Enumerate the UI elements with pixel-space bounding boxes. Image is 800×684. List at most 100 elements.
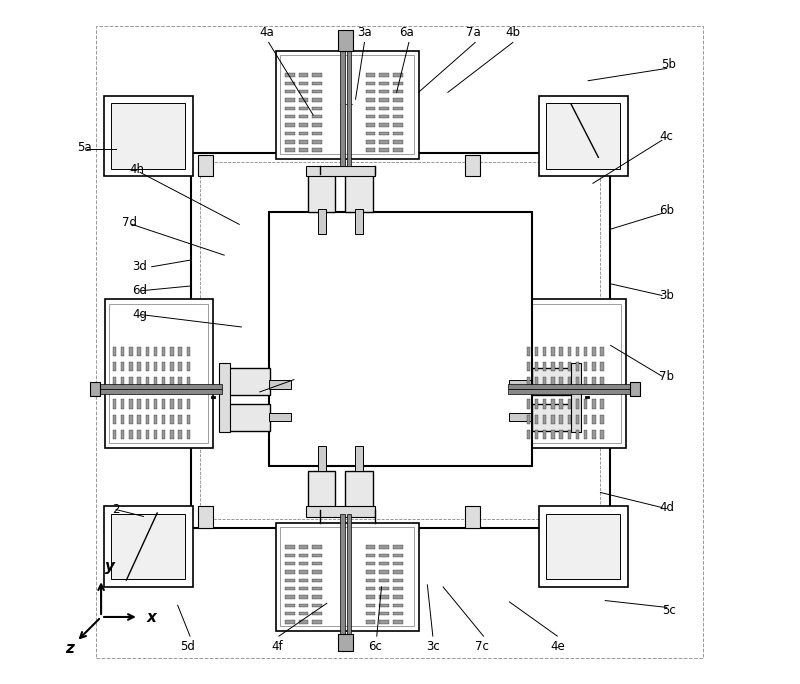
- Bar: [559, 362, 562, 371]
- Bar: [393, 620, 402, 624]
- Text: 6d: 6d: [133, 284, 147, 298]
- Bar: [298, 612, 308, 616]
- Bar: [379, 620, 389, 624]
- Bar: [518, 299, 626, 448]
- Bar: [313, 132, 322, 135]
- Bar: [228, 404, 270, 431]
- Bar: [298, 140, 308, 144]
- Bar: [379, 604, 389, 607]
- Bar: [113, 415, 116, 424]
- Bar: [379, 115, 389, 118]
- Bar: [379, 545, 389, 549]
- Bar: [393, 107, 402, 110]
- Bar: [313, 545, 322, 549]
- Bar: [379, 553, 389, 557]
- Bar: [567, 362, 571, 371]
- Bar: [178, 399, 182, 409]
- Bar: [601, 377, 604, 386]
- Bar: [146, 430, 149, 439]
- Bar: [154, 399, 157, 409]
- Bar: [191, 153, 610, 528]
- Bar: [170, 430, 174, 439]
- Bar: [366, 562, 375, 566]
- Bar: [121, 415, 124, 424]
- Bar: [285, 140, 294, 144]
- Bar: [584, 347, 587, 356]
- Bar: [138, 347, 141, 356]
- Bar: [543, 430, 546, 439]
- Bar: [313, 140, 322, 144]
- Bar: [346, 471, 373, 509]
- Bar: [298, 579, 308, 582]
- Bar: [186, 415, 190, 424]
- Bar: [526, 347, 530, 356]
- Bar: [298, 73, 308, 77]
- Bar: [129, 377, 133, 386]
- Bar: [551, 430, 554, 439]
- Bar: [393, 73, 402, 77]
- Bar: [551, 415, 554, 424]
- Bar: [298, 553, 308, 557]
- Bar: [592, 377, 596, 386]
- Bar: [298, 562, 308, 566]
- Bar: [198, 155, 214, 176]
- Bar: [98, 384, 222, 389]
- Bar: [138, 430, 141, 439]
- Bar: [285, 570, 294, 574]
- Bar: [285, 73, 294, 77]
- Bar: [366, 579, 375, 582]
- Bar: [96, 26, 703, 658]
- Bar: [146, 415, 149, 424]
- Bar: [306, 166, 375, 176]
- Bar: [393, 570, 402, 574]
- Bar: [551, 399, 554, 409]
- Bar: [366, 553, 375, 557]
- Bar: [285, 604, 294, 607]
- Bar: [121, 347, 124, 356]
- Text: 6c: 6c: [368, 640, 382, 653]
- Bar: [129, 430, 133, 439]
- Bar: [313, 612, 322, 616]
- Bar: [366, 587, 375, 590]
- Bar: [313, 115, 322, 118]
- Bar: [298, 115, 308, 118]
- Bar: [285, 587, 294, 590]
- Bar: [285, 612, 294, 616]
- Bar: [510, 413, 531, 421]
- Bar: [366, 81, 375, 85]
- Bar: [379, 73, 389, 77]
- Text: 3b: 3b: [659, 289, 674, 302]
- Text: 3d: 3d: [133, 260, 147, 274]
- Bar: [113, 399, 116, 409]
- Bar: [601, 399, 604, 409]
- Text: x: x: [147, 610, 157, 625]
- Bar: [379, 81, 389, 85]
- Bar: [393, 98, 402, 102]
- Bar: [366, 123, 375, 127]
- Bar: [539, 96, 628, 176]
- Bar: [313, 553, 322, 557]
- Bar: [285, 620, 294, 624]
- Bar: [366, 604, 375, 607]
- Bar: [178, 415, 182, 424]
- Bar: [178, 377, 182, 386]
- Bar: [571, 363, 582, 432]
- Text: 4e: 4e: [550, 640, 565, 653]
- Bar: [121, 399, 124, 409]
- Bar: [526, 377, 530, 386]
- Bar: [275, 523, 419, 631]
- Bar: [280, 527, 414, 626]
- Bar: [601, 415, 604, 424]
- Bar: [313, 98, 322, 102]
- Bar: [146, 399, 149, 409]
- Bar: [366, 132, 375, 135]
- Bar: [601, 430, 604, 439]
- Bar: [584, 415, 587, 424]
- Bar: [298, 90, 308, 94]
- Bar: [104, 506, 193, 587]
- Bar: [465, 506, 480, 528]
- Bar: [298, 123, 308, 127]
- Bar: [584, 430, 587, 439]
- Text: z: z: [66, 640, 74, 655]
- Bar: [110, 304, 208, 443]
